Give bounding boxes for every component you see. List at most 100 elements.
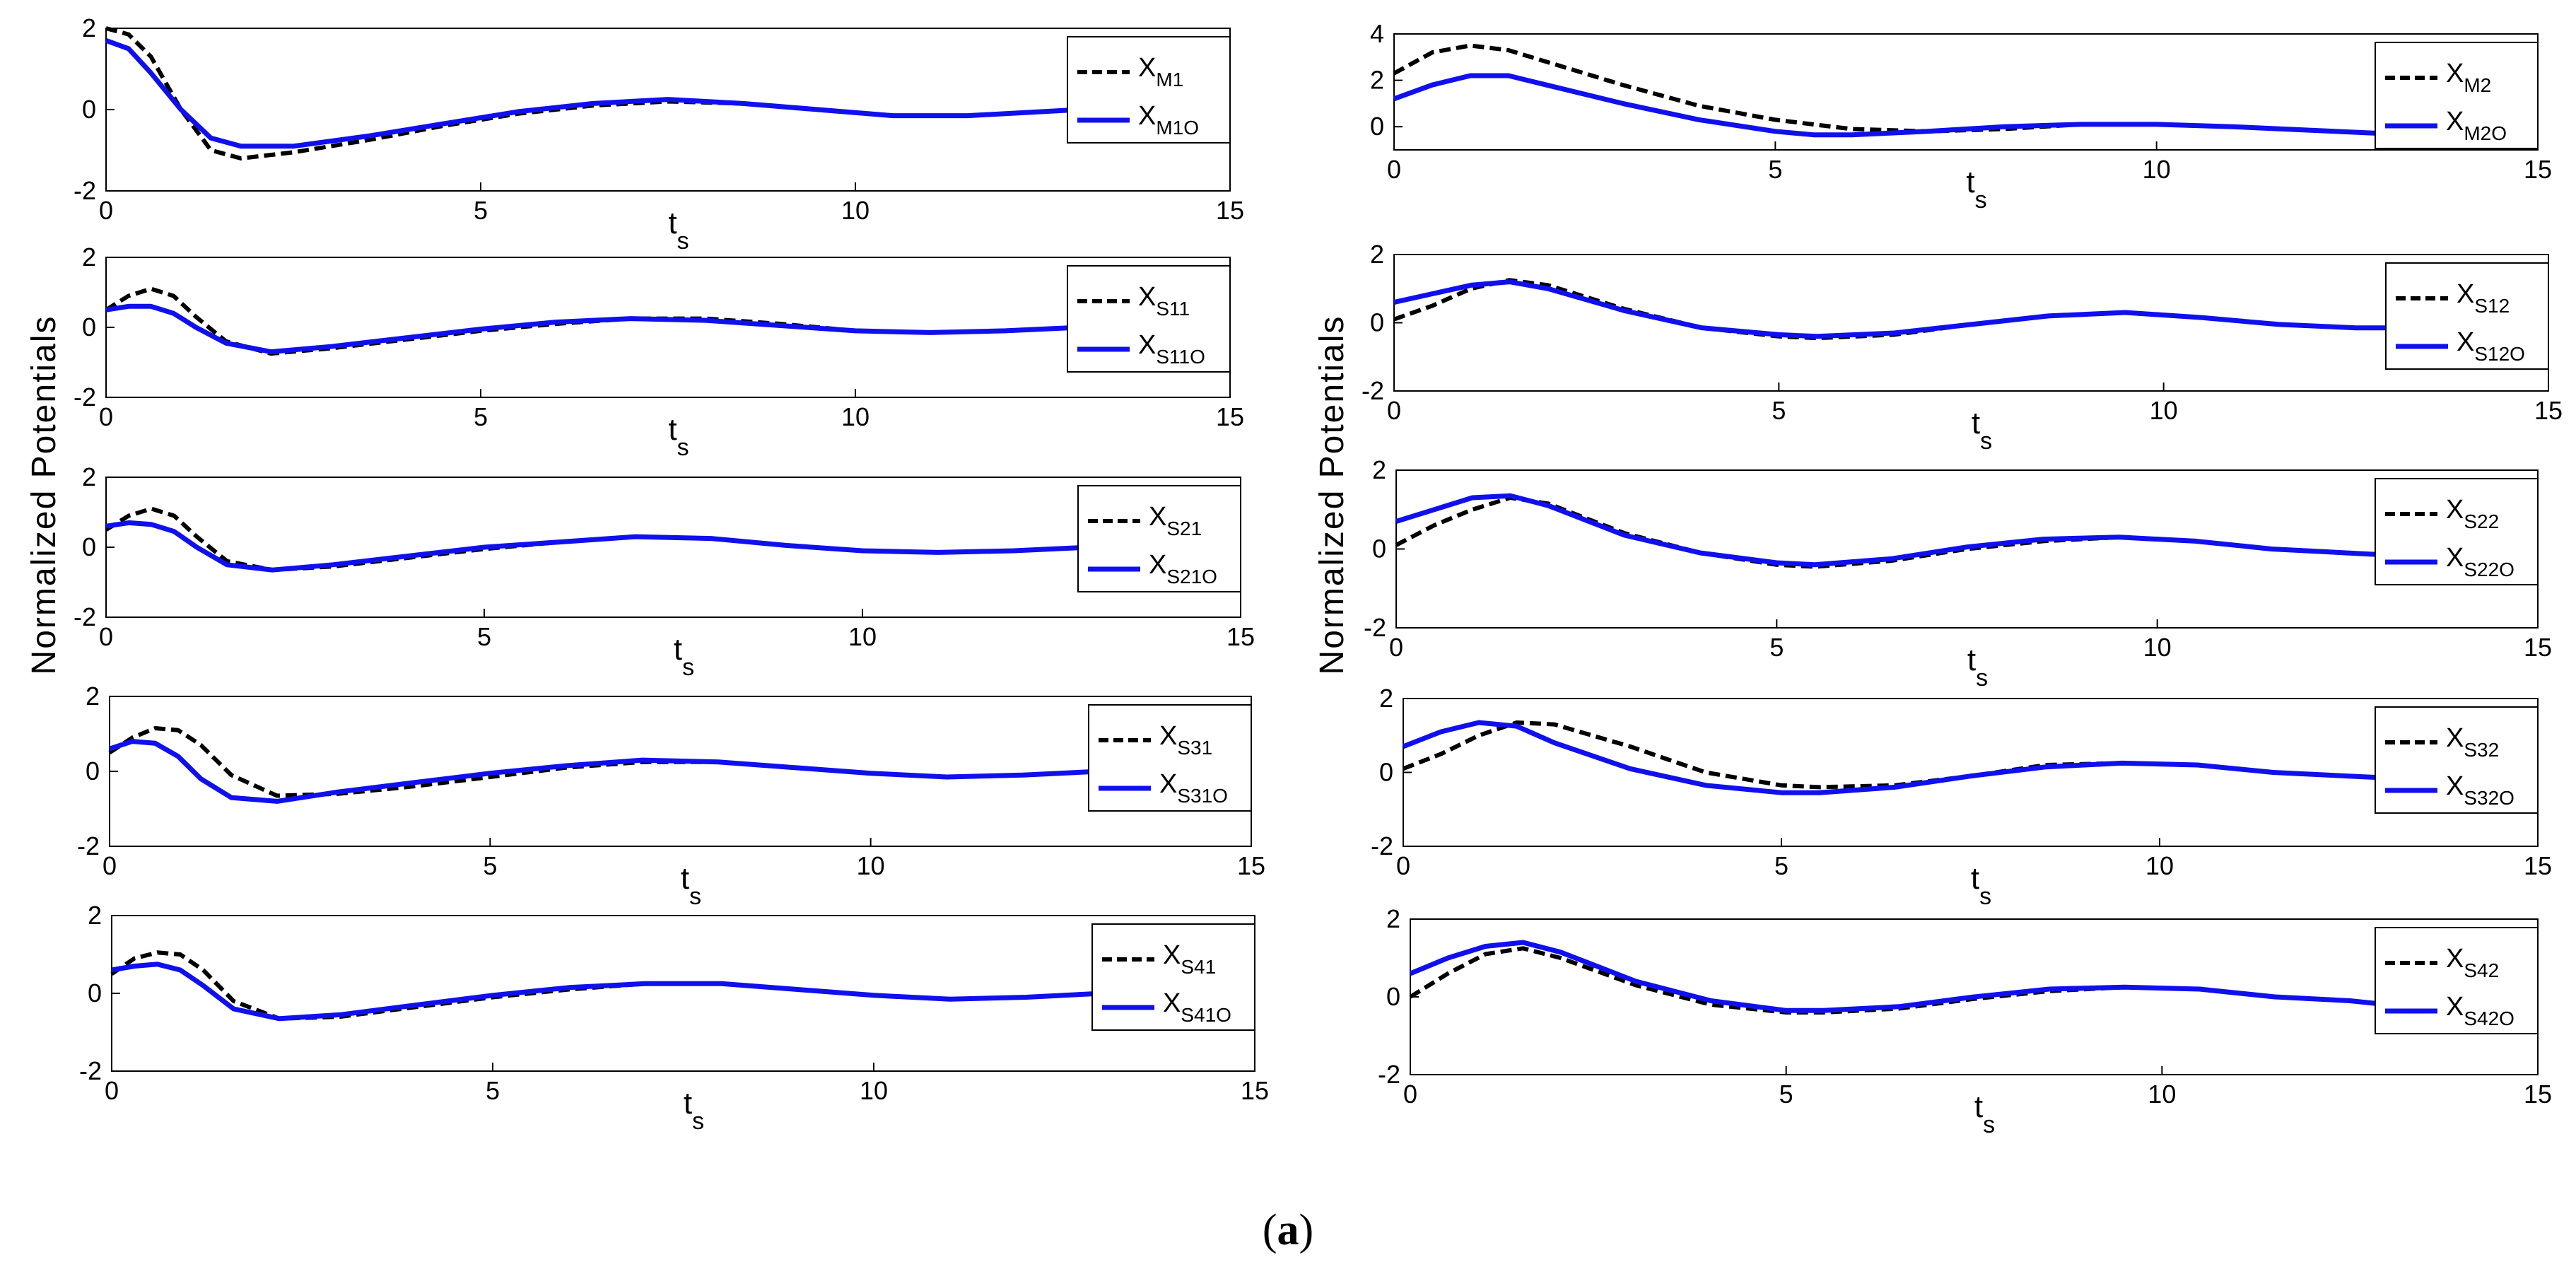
legend-box xyxy=(1077,485,1241,592)
series-line-XS42 xyxy=(1409,946,2388,1015)
plot-frame xyxy=(1403,698,2539,847)
series-line-XM2O xyxy=(1393,73,2386,138)
y-tick-label: 2 xyxy=(1386,904,1400,933)
legend-label: XM2 xyxy=(2446,59,2491,96)
x-tick-label: 15 xyxy=(2524,1080,2552,1109)
legend: XS42 XS42O xyxy=(2375,927,2539,1034)
y-tick-label: 2 xyxy=(1370,66,1384,95)
x-tick-label: 0 xyxy=(1387,155,1401,184)
caption-open-paren: ( xyxy=(1263,1206,1277,1254)
y-tick-label: 2 xyxy=(1370,240,1384,269)
y-tick-label: 0 xyxy=(1370,308,1384,337)
x-tick-label: 5 xyxy=(483,851,497,880)
legend-label: XS11 xyxy=(1138,282,1190,320)
y-tick-label: -2 xyxy=(1364,613,1386,642)
x-tick-label: 0 xyxy=(1387,396,1401,425)
y-tick-label: 2 xyxy=(1372,455,1386,484)
legend-box xyxy=(2375,42,2539,149)
legend-label: XS31 xyxy=(1159,721,1212,759)
x-tick-label: 10 xyxy=(848,622,877,651)
y-tick-label: 0 xyxy=(82,312,96,341)
y-tick-label: -2 xyxy=(79,1056,102,1085)
y-tick-label: -2 xyxy=(77,831,100,860)
y-axis-label-left: Normalized Potentials xyxy=(25,315,63,675)
y-tick-label: -2 xyxy=(1371,831,1393,860)
legend: XS21 XS21O xyxy=(1077,485,1241,592)
legend-box xyxy=(2375,927,2539,1034)
x-axis-label: ts xyxy=(681,861,701,910)
series-line-XS12O xyxy=(1393,279,2395,339)
x-tick-label: 5 xyxy=(1768,155,1782,184)
x-tick-label: 15 xyxy=(1216,402,1244,431)
x-tick-label: 15 xyxy=(2524,633,2552,662)
legend: XS12 XS12O xyxy=(2385,262,2549,370)
y-tick-label: -2 xyxy=(1362,376,1384,405)
legend-label: XS22O xyxy=(2446,543,2514,580)
series-line-XS31O xyxy=(108,739,1099,804)
x-axis-label: ts xyxy=(1971,861,1991,910)
legend-label: XS41O xyxy=(1163,988,1231,1026)
series-line-XS11O xyxy=(105,303,1081,355)
series-line-XS21O xyxy=(105,520,1090,573)
legend: XS41 XS41O xyxy=(1091,923,1255,1031)
y-tick-label: 2 xyxy=(86,682,100,711)
legend-label: XS32O xyxy=(2446,771,2514,809)
y-tick-label: 2 xyxy=(88,901,102,930)
x-tick-label: 5 xyxy=(1772,396,1786,425)
series-line-XS41O xyxy=(111,962,1103,1022)
figure-caption: (a) xyxy=(1263,1206,1313,1254)
x-tick-label: 5 xyxy=(1774,851,1788,880)
series-line-XS22 xyxy=(1395,496,2386,569)
legend: XS22 XS22O xyxy=(2375,478,2539,585)
y-tick-label: 2 xyxy=(1379,684,1393,713)
y-tick-label: 2 xyxy=(82,243,96,271)
y-tick-label: 0 xyxy=(88,978,102,1007)
y-tick-label: -2 xyxy=(74,382,96,411)
x-axis-label: ts xyxy=(668,206,689,255)
legend-box xyxy=(1067,265,1231,373)
x-tick-label: 5 xyxy=(477,622,491,651)
legend-label: XS21O xyxy=(1149,550,1217,588)
y-tick-label: 0 xyxy=(82,95,96,124)
x-tick-label: 15 xyxy=(1237,851,1265,880)
x-tick-label: 0 xyxy=(99,196,113,225)
series-line-XS42O xyxy=(1409,940,2388,1013)
x-tick-label: 10 xyxy=(860,1076,888,1105)
legend-label: XS41 xyxy=(1163,940,1216,978)
y-tick-label: 0 xyxy=(1372,534,1386,563)
legend-label: XS11O xyxy=(1138,330,1205,368)
legend: XS11 XS11O xyxy=(1067,265,1231,373)
y-tick-label: -2 xyxy=(1378,1060,1400,1089)
x-tick-label: 0 xyxy=(105,1076,119,1105)
y-tick-label: 0 xyxy=(1379,758,1393,787)
legend-label: XS12O xyxy=(2457,327,2525,365)
subplot-2: 0 5 10 15 0 2 4 ts XM2 XM2O xyxy=(1370,19,2552,214)
x-tick-label: 10 xyxy=(2143,155,2171,184)
legend-label: XS42O xyxy=(2446,992,2514,1029)
y-tick-label: 2 xyxy=(82,462,96,491)
y-tick-label: 0 xyxy=(86,756,100,785)
y-tick-label: 0 xyxy=(1386,982,1400,1011)
x-tick-label: 15 xyxy=(2524,851,2552,880)
x-tick-label: 0 xyxy=(1389,633,1403,662)
x-tick-label: 0 xyxy=(103,851,117,880)
x-axis-label: ts xyxy=(684,1086,704,1135)
x-tick-label: 15 xyxy=(2534,396,2563,425)
y-tick-label: 0 xyxy=(82,532,96,561)
legend: XM2 XM2O xyxy=(2375,42,2539,149)
x-tick-label: 10 xyxy=(2150,396,2178,425)
y-tick-label: -2 xyxy=(74,176,96,205)
x-tick-label: 5 xyxy=(474,402,488,431)
legend: XM1 XM1O xyxy=(1067,36,1231,144)
x-axis-label: ts xyxy=(1966,165,1986,214)
caption-close-paren: ) xyxy=(1299,1206,1314,1254)
x-axis-label: ts xyxy=(1972,406,1992,455)
x-tick-label: 5 xyxy=(486,1076,500,1105)
